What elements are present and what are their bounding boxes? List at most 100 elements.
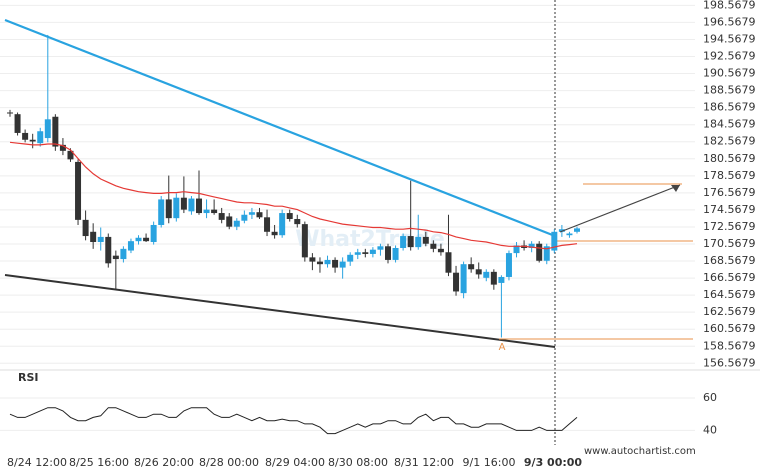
candle-body xyxy=(377,246,384,250)
candle-body xyxy=(468,264,475,270)
candle-body xyxy=(52,116,59,147)
y-tick-label: 156.5679 xyxy=(703,356,756,369)
candle-body xyxy=(135,237,142,242)
plot xyxy=(7,34,580,435)
candle-body xyxy=(82,219,89,237)
candle-body xyxy=(385,246,391,260)
candle-body xyxy=(301,224,308,258)
rsi-line xyxy=(9,407,578,435)
candle-body xyxy=(347,254,354,262)
candle-body xyxy=(362,252,369,254)
candle-body xyxy=(29,139,36,142)
candle-body xyxy=(143,237,150,242)
x-tick-label: 8/30 08:00 xyxy=(328,456,388,469)
y-tick-label: 170.5679 xyxy=(703,237,756,250)
candle-body xyxy=(498,276,505,283)
moving-average xyxy=(9,141,578,250)
candle-body xyxy=(271,231,278,236)
candle-body xyxy=(233,220,240,227)
candle-body xyxy=(505,253,512,277)
annotation: A xyxy=(499,342,506,353)
source: www.autochartist.com xyxy=(584,446,696,457)
candle-body xyxy=(294,219,301,225)
candle-body xyxy=(203,209,210,214)
x-tick-label: 9/3 00:00 xyxy=(524,456,583,469)
y-tick-label: 194.5679 xyxy=(703,32,756,45)
candle-body xyxy=(392,247,399,260)
candle-body xyxy=(551,231,558,251)
candle-body xyxy=(241,214,248,221)
candle-body xyxy=(513,245,520,254)
candle-body xyxy=(490,271,497,285)
candle-body xyxy=(256,212,263,218)
candle-body xyxy=(211,209,218,214)
candle-body xyxy=(127,241,134,251)
candle-body xyxy=(460,264,467,294)
candle-body xyxy=(188,198,195,212)
candle-body xyxy=(332,259,339,268)
y-tick-label: 168.5679 xyxy=(703,254,756,267)
candle-body xyxy=(44,119,51,139)
y-tick-label: 162.5679 xyxy=(703,305,756,318)
candle-body xyxy=(430,243,437,249)
candle-body xyxy=(105,236,112,264)
rsi-tick-label: 40 xyxy=(703,423,717,436)
candle-body xyxy=(279,213,286,236)
candle-body xyxy=(112,255,119,260)
resistance-line xyxy=(4,18,556,238)
y-tick-label: 198.5679 xyxy=(703,0,756,11)
candle-body xyxy=(528,243,535,248)
y-tick-label: 188.5679 xyxy=(703,84,756,97)
candle-body xyxy=(453,272,460,292)
x-tick-label: 8/29 04:00 xyxy=(265,456,325,469)
candle-body xyxy=(354,252,361,255)
candle-body xyxy=(566,233,573,236)
x-tick-label: 8/31 12:00 xyxy=(394,456,454,469)
candle-body xyxy=(218,213,225,220)
candle-body xyxy=(226,216,233,227)
x-tick-label: 8/26 20:00 xyxy=(134,456,194,469)
support-line xyxy=(4,274,556,348)
candle-body xyxy=(67,150,74,160)
candle-body xyxy=(90,231,97,243)
arrow-head xyxy=(671,185,680,192)
candle-body xyxy=(536,243,543,261)
candle-body xyxy=(173,197,180,219)
candle-body xyxy=(415,236,422,248)
y-tick-label: 160.5679 xyxy=(703,322,756,335)
candle-body xyxy=(248,212,255,215)
candle-body xyxy=(437,248,444,253)
candle-body xyxy=(475,269,482,275)
candle-body xyxy=(339,261,346,268)
candle-body xyxy=(316,261,323,265)
rsi-tick-label: 60 xyxy=(703,391,717,404)
y-tick-label: 172.5679 xyxy=(703,220,756,233)
forecast-arrow xyxy=(559,184,681,233)
y-tick-label: 192.5679 xyxy=(703,50,756,63)
candle-body xyxy=(22,132,29,140)
candle-body xyxy=(558,229,565,232)
x-tick-label: 8/24 12:00 xyxy=(7,456,67,469)
watermark: What2Trade xyxy=(295,227,445,252)
candle-body xyxy=(150,224,157,243)
candle-body xyxy=(59,144,66,151)
candle-body xyxy=(369,249,376,254)
candle-body xyxy=(264,217,271,232)
candle-body xyxy=(400,236,407,248)
candle-body xyxy=(14,114,21,133)
x-tick-label: 8/25 16:00 xyxy=(69,456,129,469)
grid xyxy=(0,4,695,431)
y-tick-label: 158.5679 xyxy=(703,339,756,352)
candle-body xyxy=(286,213,293,220)
candle-body xyxy=(574,228,580,232)
candle-body xyxy=(543,246,550,261)
y-tick-label: 180.5679 xyxy=(703,152,756,165)
candle-body xyxy=(445,252,452,273)
y-tick-label: 184.5679 xyxy=(703,118,756,131)
candle-body xyxy=(309,257,316,262)
candle-body xyxy=(196,198,202,214)
candle-body xyxy=(37,131,44,144)
candle-body xyxy=(75,161,82,220)
